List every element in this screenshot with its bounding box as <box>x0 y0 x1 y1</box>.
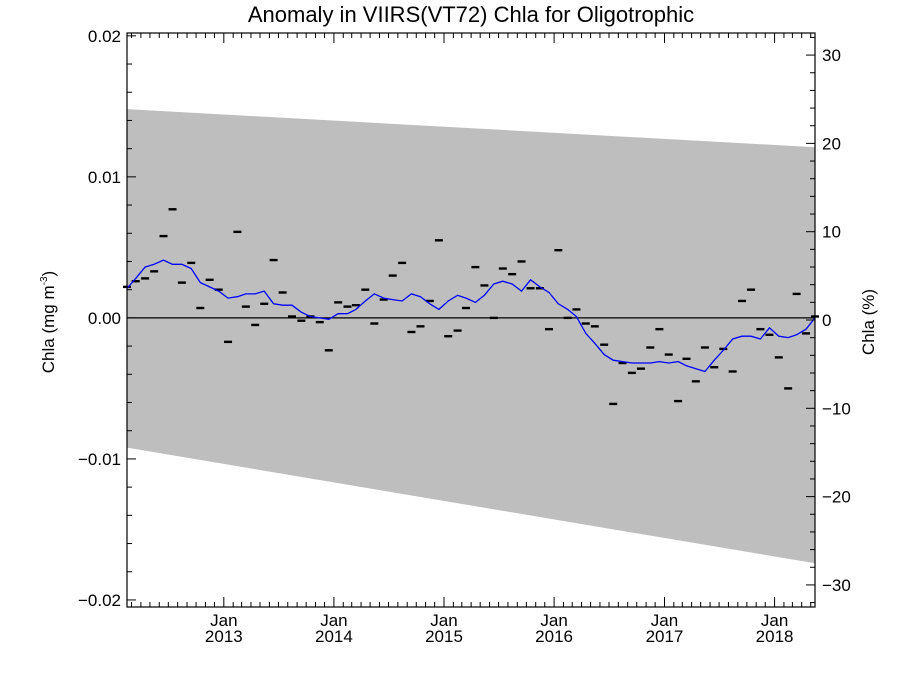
right-tick-label: 0 <box>822 311 831 330</box>
chart-title: Anomaly in VIIRS(VT72) Chla for Oligotro… <box>248 2 694 27</box>
right-tick-label: −10 <box>822 399 851 418</box>
left-axis-label: Chla (mg m-3) <box>39 271 58 373</box>
x-axis-tick-labels: Jan2013Jan2014Jan2015Jan2016Jan2017Jan20… <box>205 611 794 646</box>
left-tick-label: −0.02 <box>78 591 121 610</box>
x-tick-label-month: Jan <box>320 611 347 630</box>
x-tick-label-year: 2018 <box>756 627 794 646</box>
x-tick-label-month: Jan <box>761 611 788 630</box>
right-tick-label: 30 <box>822 46 841 65</box>
left-tick-label: 0.01 <box>88 168 121 187</box>
x-tick-label-month: Jan <box>540 611 567 630</box>
smoothed-anomaly-line <box>126 259 816 373</box>
uncertainty-band <box>127 109 815 564</box>
x-tick-label-year: 2017 <box>646 627 684 646</box>
x-tick-label-month: Jan <box>651 611 678 630</box>
x-tick-label-year: 2013 <box>205 627 243 646</box>
x-tick-label-year: 2014 <box>315 627 353 646</box>
left-tick-label: −0.01 <box>78 450 121 469</box>
left-axis-tick-labels: 0.02 0.01 0.00 −0.01 −0.02 <box>78 27 121 610</box>
right-tick-label: −30 <box>822 576 851 595</box>
right-tick-label: 20 <box>822 134 841 153</box>
x-tick-label-year: 2016 <box>535 627 573 646</box>
left-tick-label: 0.00 <box>88 309 121 328</box>
x-tick-label-month: Jan <box>430 611 457 630</box>
x-tick-label-year: 2015 <box>425 627 463 646</box>
right-axis-tick-labels: 30 20 10 0 −10 −20 −30 <box>822 46 851 595</box>
axis-ticks <box>127 33 815 607</box>
right-tick-label: 10 <box>822 223 841 242</box>
right-axis-label: Chla (%) <box>859 289 878 355</box>
x-tick-label-month: Jan <box>210 611 237 630</box>
right-tick-label: −20 <box>822 488 851 507</box>
left-tick-label: 0.02 <box>88 27 121 46</box>
